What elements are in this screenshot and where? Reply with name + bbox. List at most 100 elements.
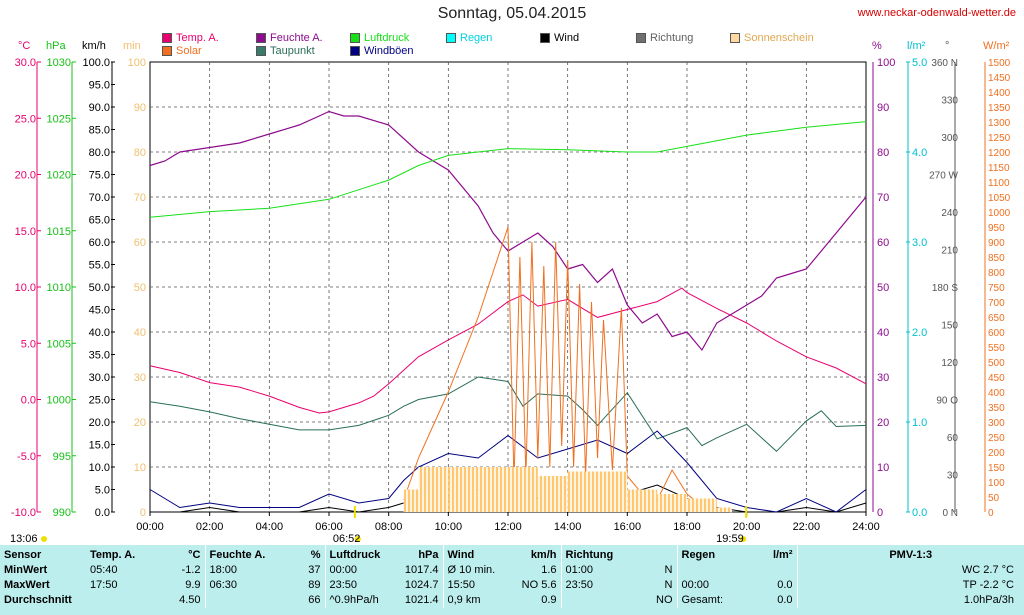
wind-axis-tick-label: 70.0 — [89, 192, 110, 204]
stats-cell: TP -2.2 °C — [796, 578, 1024, 593]
dir-axis-tick-label: 180 S — [932, 283, 958, 294]
temp-axis-tick-label: 5.0 — [21, 338, 36, 350]
wind-axis-tick-label: 5.0 — [95, 485, 110, 497]
sunmin-axis-tick-label: 90 — [134, 102, 146, 114]
stats-dir-header: Richtung — [560, 545, 637, 563]
stats-cell: 9.9 — [185, 579, 201, 591]
stats-cell: 0,9 km — [442, 593, 511, 608]
sunrise-time-label: 06:52 — [333, 533, 361, 545]
x-axis-tick-label: 16:00 — [614, 521, 642, 533]
x-axis-tick-label: 22:00 — [793, 521, 821, 533]
stats-cell — [560, 593, 637, 608]
stats-cell: 23:50 — [324, 578, 387, 593]
legend-swatch — [162, 33, 172, 43]
legend-swatch — [256, 33, 266, 43]
pressure-axis-tick-label: 1030 — [47, 57, 71, 69]
legend-swatch — [162, 46, 172, 56]
humidity-axis-tick-label: 30 — [877, 372, 889, 384]
solar-axis-tick-label: 50 — [988, 493, 1000, 504]
stats-cell: 0.9 — [541, 594, 557, 606]
legend-swatch — [446, 33, 456, 43]
sunmin-axis-tick-label: 50 — [134, 282, 146, 294]
humidity-axis-tick-label: 50 — [877, 282, 889, 294]
stats-cell: 17:50 — [90, 579, 118, 591]
site-url[interactable]: www.neckar-odenwald-wetter.de — [857, 7, 1016, 19]
wind-axis-tick-label: 25.0 — [89, 395, 110, 407]
sunmin-axis-tick-label: 0 — [140, 507, 146, 519]
x-axis-tick-label: 04:00 — [256, 521, 284, 533]
stats-header-row: Sensor Temp. A. °C Feuchte A. % Luftdruc… — [0, 545, 1024, 563]
dir-axis-tick-label: 30 — [947, 471, 959, 482]
legend-label: Wind — [554, 32, 580, 44]
legend-label: Sonnenschein — [744, 32, 814, 44]
dir-axis-tick-label: 240 — [941, 208, 958, 219]
stats-cell: 05:40 — [90, 564, 118, 576]
solar-axis-tick-label: 1450 — [988, 73, 1011, 84]
dir-axis-tick-label: 90 O — [936, 396, 958, 407]
dir-axis-tick-label: 150 — [941, 321, 958, 332]
stats-row-label: MinWert — [4, 564, 48, 576]
x-axis-tick-label: 02:00 — [196, 521, 224, 533]
pressure-axis-tick-label: 1010 — [47, 282, 71, 294]
temp-unit: °C — [18, 40, 31, 52]
stats-hum-header: Feuchte A. — [204, 545, 265, 563]
legend-item-luftdruck: Luftdruck — [350, 32, 409, 44]
dir-axis-tick-label: 270 W — [929, 171, 958, 182]
dir-axis-tick-label: 120 — [941, 358, 958, 369]
x-axis-tick-label: 08:00 — [375, 521, 403, 533]
solar-axis-tick-label: 1400 — [988, 88, 1011, 99]
sunmin-axis-tick-label: 60 — [134, 237, 146, 249]
temp-axis-tick-label: -10.0 — [11, 507, 36, 519]
rain-unit: l/m² — [907, 40, 926, 52]
stats-temp-unit: °C — [188, 549, 201, 561]
sunrise-dot — [354, 536, 361, 542]
stats-cell: 37 — [308, 564, 321, 576]
legend-item-wind: Wind — [540, 32, 579, 44]
dir-axis-tick-label: 300 — [941, 133, 958, 144]
stats-cell: 23:50 — [560, 578, 637, 593]
statistics-panel: Sensor Temp. A. °C Feuchte A. % Luftdruc… — [0, 545, 1024, 615]
solar-axis-tick-label: 700 — [988, 298, 1005, 309]
stats-rain-unit: l/m² — [772, 549, 793, 561]
legend-label: Solar — [176, 45, 202, 57]
stats-pmv-header: PMV-1:3 — [796, 545, 1024, 563]
temp-axis-tick-label: -5.0 — [17, 451, 36, 463]
solar-axis-tick-label: 750 — [988, 283, 1005, 294]
legend-label: Windböen — [364, 45, 414, 57]
stats-cell: NO — [656, 594, 673, 606]
sunshine-bar — [627, 489, 658, 512]
stats-cell: 66 — [308, 594, 321, 606]
dir-axis-tick-label: 0 N — [942, 508, 958, 519]
stats-cell: -1.2 — [181, 564, 201, 576]
wind-axis-tick-label: 100.0 — [82, 57, 110, 69]
series-sonnenschein — [403, 467, 732, 512]
stats-cell: Ø 10 min. — [442, 563, 511, 578]
solar-axis-tick-label: 200 — [988, 448, 1005, 459]
x-axis-tick-label: 12:00 — [494, 521, 522, 533]
temp-axis-tick-label: 10.0 — [15, 282, 36, 294]
humidity-axis-tick-label: 80 — [877, 147, 889, 159]
sunset-dot — [740, 536, 747, 542]
solar-axis-tick-label: 600 — [988, 328, 1005, 339]
sunshine-bar — [567, 471, 598, 512]
legend-swatch — [350, 33, 360, 43]
stats-cell: ^0.9hPa/h — [324, 593, 387, 608]
solar-axis-tick-label: 1000 — [988, 208, 1011, 219]
sunmin-axis-tick-label: 30 — [134, 372, 146, 384]
solar-unit: W/m² — [983, 40, 1010, 52]
sunset-time-label: 19:59 — [716, 533, 744, 545]
stats-cell: 4.50 — [179, 594, 201, 606]
pressure-axis-tick-label: 1005 — [47, 338, 71, 350]
humidity-axis-tick-label: 100 — [877, 57, 895, 69]
legend-item-taupunkt: Taupunkt — [256, 45, 315, 57]
wind-axis-tick-label: 95.0 — [89, 80, 110, 92]
wind-axis-tick-label: 20.0 — [89, 417, 110, 429]
solar-axis-tick-label: 1050 — [988, 193, 1011, 204]
stats-cell: 01:00 — [560, 563, 637, 578]
dir-axis-tick-label: 60 — [947, 433, 959, 444]
legend-swatch — [540, 33, 550, 43]
humidity-axis-tick-label: 70 — [877, 192, 889, 204]
stats-cell: Gesamt: — [676, 593, 751, 608]
legend-label: Temp. A. — [176, 32, 219, 44]
pressure-axis-tick-label: 995 — [53, 451, 71, 463]
